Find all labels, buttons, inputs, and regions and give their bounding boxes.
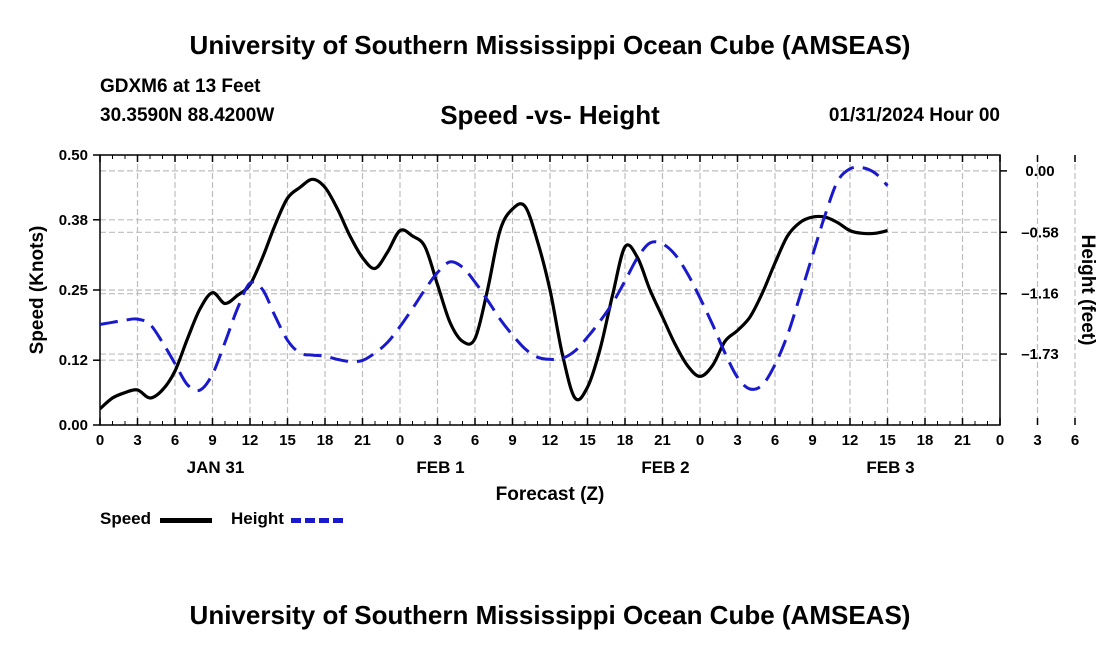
chart-title: Speed -vs- Height — [440, 100, 660, 130]
legend-height-label: Height — [231, 509, 284, 528]
x-tick-label: 12 — [242, 432, 259, 449]
x-tick-label: 12 — [542, 432, 559, 449]
x-tick-label: 3 — [133, 432, 141, 449]
y2-tick-label: –1.73 — [1021, 346, 1059, 363]
x-tick-label: 9 — [508, 432, 516, 449]
series-speed-line — [100, 177, 888, 411]
x-tick-label: 21 — [654, 432, 671, 449]
y-tick-label: 0.38 — [59, 212, 88, 229]
y2-tick-label: –1.16 — [1021, 286, 1059, 303]
grid-lines — [100, 154, 1076, 426]
x-tick-label: 0 — [996, 432, 1004, 449]
legend-height-swatch — [291, 518, 343, 523]
x-tick-label: 15 — [279, 432, 296, 449]
x-tick-label: 15 — [579, 432, 596, 449]
x-tick-label: 3 — [733, 432, 741, 449]
legend-speed-label: Speed — [100, 509, 152, 528]
y-tick-label: 0.50 — [59, 147, 88, 164]
x-tick-label: 18 — [317, 432, 334, 449]
x-tick-label: 0 — [96, 432, 104, 449]
footer-title: University of Southern Mississippi Ocean… — [189, 600, 911, 630]
y2-tick-label: –0.58 — [1021, 224, 1059, 241]
x-tick-label: 9 — [208, 432, 216, 449]
x-tick-label: 6 — [471, 432, 479, 449]
x-tick-label: 21 — [954, 432, 971, 449]
x-tick-label: 0 — [396, 432, 404, 449]
y-axis-label: Speed (Knots) — [27, 226, 48, 355]
station-label: GDXM6 at 13 Feet — [100, 76, 261, 97]
legend-speed-swatch — [160, 518, 212, 523]
x-axis-label: Forecast (Z) — [496, 484, 605, 505]
day-label: FEB 1 — [416, 458, 464, 477]
x-tick-label: 6 — [771, 432, 779, 449]
y-tick-label: 0.12 — [59, 352, 88, 369]
x-tick-label: 3 — [433, 432, 441, 449]
x-tick-label: 9 — [808, 432, 816, 449]
date-label: 01/31/2024 Hour 00 — [828, 105, 1000, 126]
day-label: FEB 2 — [641, 458, 689, 477]
day-label: JAN 31 — [187, 458, 245, 477]
day-label: FEB 3 — [866, 458, 914, 477]
coordinates-label: 30.3590N 88.4200W — [100, 105, 275, 126]
x-tick-label: 18 — [617, 432, 634, 449]
x-tick-label: 15 — [879, 432, 896, 449]
main-title: University of Southern Mississippi Ocean… — [189, 30, 911, 60]
x-tick-label: 0 — [696, 432, 704, 449]
y2-tick-label: 0.00 — [1025, 163, 1054, 180]
x-tick-label: 6 — [1071, 432, 1079, 449]
x-tick-label: 3 — [1033, 432, 1041, 449]
x-tick-label: 18 — [917, 432, 934, 449]
x-tick-label: 12 — [842, 432, 859, 449]
y2-axis-label: Height (feet) — [1077, 235, 1098, 346]
x-tick-label: 21 — [354, 432, 371, 449]
y-tick-label: 0.25 — [59, 282, 88, 299]
x-tick-label: 6 — [171, 432, 179, 449]
series-height-line — [100, 165, 889, 393]
y-tick-label: 0.00 — [59, 417, 88, 434]
